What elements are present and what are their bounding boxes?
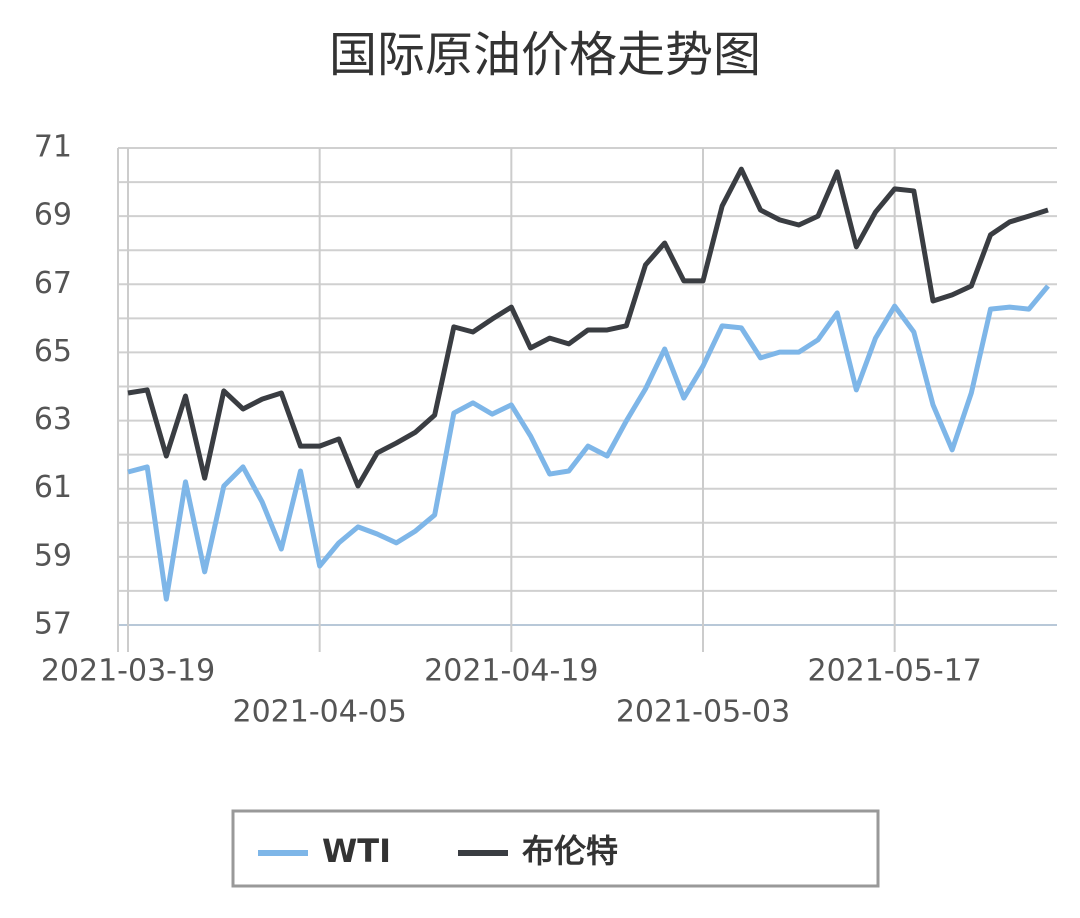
y-tick-label: 63 [34, 402, 72, 437]
y-tick-label: 71 [34, 130, 72, 165]
y-tick-label: 65 [34, 334, 72, 369]
x-tick-label: 2021-03-19 [41, 654, 215, 689]
x-tick-label: 2021-04-19 [424, 654, 598, 689]
series-line [127, 166, 1049, 489]
y-tick-label: 67 [34, 266, 72, 301]
legend-label: WTI [322, 832, 391, 870]
x-tick-label: 2021-05-17 [807, 654, 981, 689]
legend-label: 布伦特 [522, 832, 618, 870]
series-line [127, 284, 1050, 602]
chart-title: 国际原油价格走势图 [329, 27, 761, 83]
y-tick-label: 57 [34, 607, 72, 642]
y-tick-label: 59 [34, 538, 72, 573]
x-tick-label: 2021-04-05 [232, 695, 406, 730]
x-tick-label: 2021-05-03 [616, 695, 790, 730]
y-tick-label: 69 [34, 198, 72, 233]
y-tick-label: 61 [34, 470, 72, 505]
legend-box [231, 809, 880, 888]
